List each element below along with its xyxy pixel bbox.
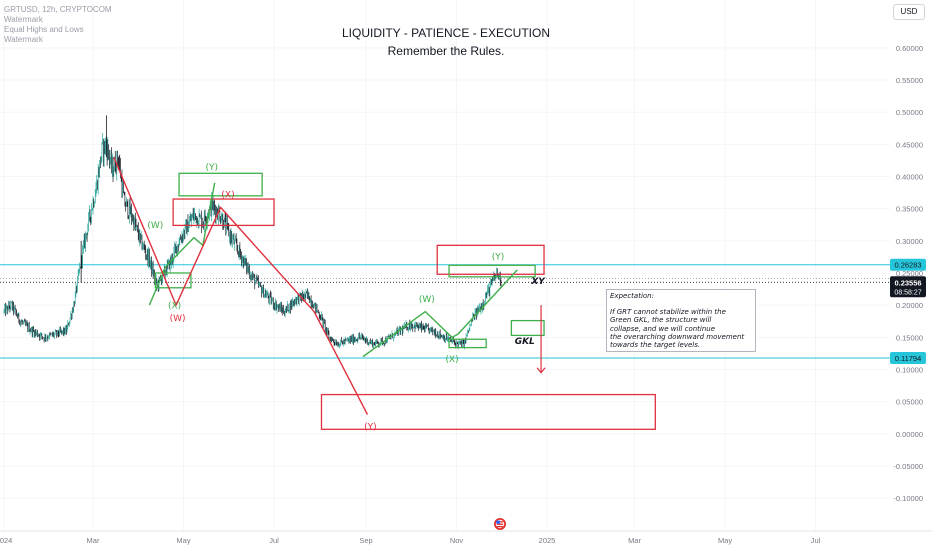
horizontal-levels xyxy=(0,264,890,359)
wave-label: (X) xyxy=(445,355,458,365)
currency-button[interactable]: USD xyxy=(893,4,925,20)
time-tick-label: 2024 xyxy=(0,536,12,545)
down-arrow-icon xyxy=(536,367,546,374)
price-tick-label: 0.40000 xyxy=(896,173,923,182)
chart-subtitle: Remember the Rules. xyxy=(387,44,505,58)
level-price-badge-label: 0.11794 xyxy=(895,354,922,363)
price-tick-label: 0.35000 xyxy=(896,205,923,214)
wave-label: (W) xyxy=(419,295,435,305)
zone-box xyxy=(320,393,656,430)
level-price-badge xyxy=(890,258,926,271)
wave-label: (X) xyxy=(168,301,181,311)
price-tick-label: 0.10000 xyxy=(896,365,923,374)
wave-label: (Y) xyxy=(492,252,505,262)
red-wave-line xyxy=(113,156,369,415)
zone-box xyxy=(510,319,545,337)
wave-label: (W) xyxy=(147,221,163,231)
price-tick-label: 0.60000 xyxy=(896,44,923,53)
chart-legend: GRTUSD, 12h, CRYPTOCOM Watermark Equal H… xyxy=(4,5,112,45)
zone-box xyxy=(154,272,192,289)
wave-label: XY xyxy=(530,277,546,287)
time-tick-label: Nov xyxy=(450,536,464,545)
expectation-note: Expectation: If GRT cannot stabilize wit… xyxy=(606,289,756,353)
wave-label: (Y) xyxy=(364,422,377,432)
time-axis[interactable]: 2024 Mar May Jul Sep Nov 2025 Mar May Jul xyxy=(0,536,821,545)
chart-title: LIQUIDITY - PATIENCE - EXECUTION xyxy=(341,26,551,40)
price-tick-label: 0.30000 xyxy=(896,237,923,246)
price-tick-label: -0.05000 xyxy=(893,462,923,471)
indicator-equal-highs-lows[interactable]: Equal Highs and Lows xyxy=(4,25,84,34)
wave-label: GKL xyxy=(515,337,535,347)
current-price-label: 0.23556 xyxy=(894,278,921,287)
wave-label: (W) xyxy=(170,314,186,324)
wave-label: (Y) xyxy=(205,163,218,173)
annotations: (Y) (X) (W) (X) (W) (W) (X) (Y) (Y) XY GKL xyxy=(147,163,546,432)
price-tick-label: 0.20000 xyxy=(896,301,923,310)
price-tick-label: 0.25000 xyxy=(896,269,923,278)
zone-box xyxy=(172,198,275,227)
price-tick-label: 0.05000 xyxy=(896,398,923,407)
time-tick-label: Mar xyxy=(628,536,641,545)
wave-label: (X) xyxy=(221,191,234,201)
flag-icon[interactable] xyxy=(494,518,506,530)
indicator-watermark-2[interactable]: Watermark xyxy=(4,35,43,44)
price-tick-label: 0.55000 xyxy=(896,76,923,85)
zone-box xyxy=(448,264,536,278)
countdown-label: 08:58:27 xyxy=(894,289,921,296)
candles xyxy=(3,115,502,350)
green-wave-line xyxy=(148,182,216,306)
current-price-badge xyxy=(890,276,926,298)
indicator-watermark-1[interactable]: Watermark xyxy=(4,15,43,24)
price-tick-label: 0.00000 xyxy=(896,430,923,439)
time-tick-label: Sep xyxy=(359,536,372,545)
price-tick-label: 0.15000 xyxy=(896,333,923,342)
note-body: If GRT cannot stabilize within the Green… xyxy=(610,308,745,350)
price-axis[interactable]: 0.60000 0.55000 0.50000 0.45000 0.40000 0.350… xyxy=(890,44,926,503)
time-tick-label: May xyxy=(176,536,190,545)
zone-box xyxy=(436,244,545,275)
price-tick-label: -0.10000 xyxy=(893,494,923,503)
zone-box xyxy=(178,172,263,197)
zones xyxy=(154,172,656,430)
note-title: Expectation: xyxy=(610,292,654,300)
price-tick-label: 0.45000 xyxy=(896,140,923,149)
time-tick-label: Jul xyxy=(811,536,821,545)
green-wave-line xyxy=(362,269,518,358)
time-tick-label: Jul xyxy=(269,536,279,545)
time-tick-label: 2025 xyxy=(539,536,556,545)
time-tick-label: Mar xyxy=(87,536,100,545)
level-price-badge xyxy=(890,351,926,364)
price-tick-label: 0.50000 xyxy=(896,108,923,117)
drawings xyxy=(113,156,546,415)
zone-box xyxy=(448,338,487,349)
time-tick-label: May xyxy=(718,536,732,545)
symbol-line[interactable]: GRTUSD, 12h, CRYPTOCOM xyxy=(4,5,112,14)
level-price-badge-label: 0.26283 xyxy=(894,261,921,270)
